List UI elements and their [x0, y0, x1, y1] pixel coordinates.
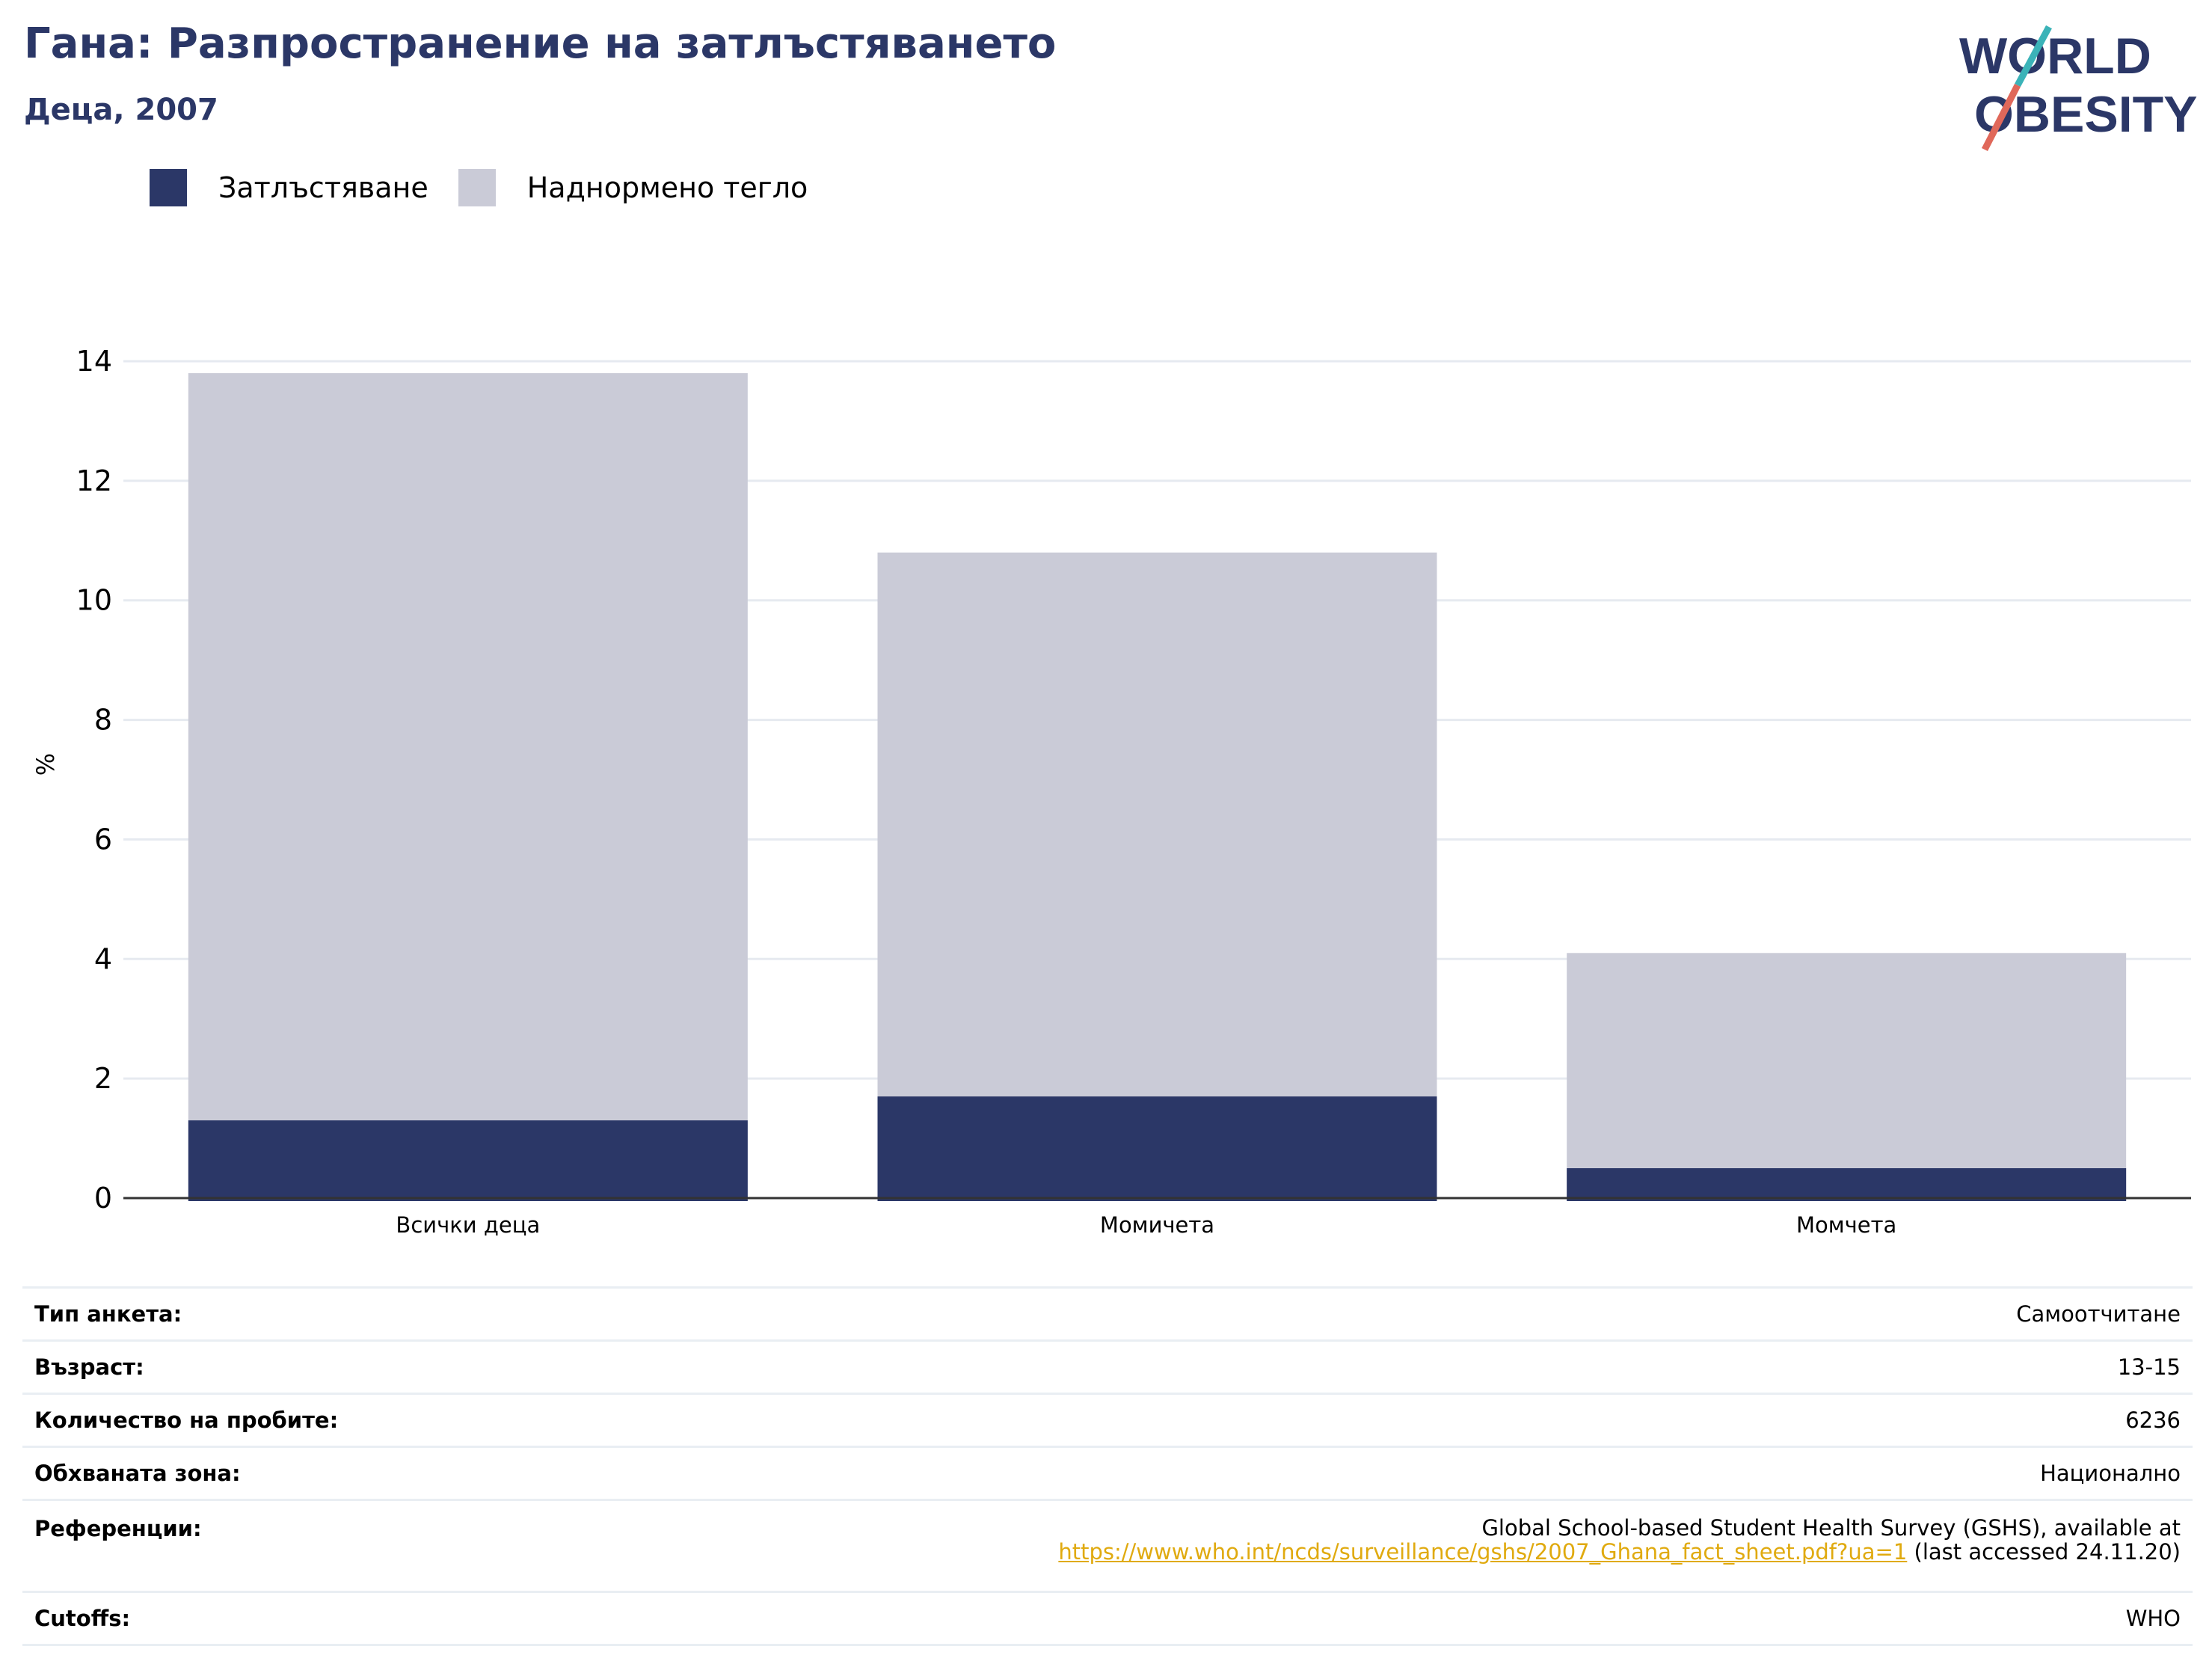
info-value: WHO	[2125, 1606, 2181, 1631]
reference-suffix: (last accessed 24.11.20)	[1907, 1539, 2181, 1565]
legend-swatch-overweight	[458, 169, 496, 206]
legend-label-overweight: Наднормено тегло	[526, 171, 808, 204]
y-tick-label: 8	[94, 704, 112, 737]
y-tick-label: 0	[94, 1182, 112, 1215]
info-label: Възраст:	[34, 1354, 144, 1380]
info-label: Количество на пробите:	[34, 1407, 339, 1433]
world-obesity-logo: WORLD OBESITY	[1959, 25, 2198, 152]
logo-slash-bottom	[1981, 83, 2021, 152]
bar-obesity[interactable]	[188, 1120, 748, 1201]
y-tick-label: 12	[76, 464, 112, 497]
logo-line-1: WORLD	[1959, 28, 2151, 85]
info-value: Global School-based Student Health Surve…	[505, 1500, 2193, 1592]
survey-info-table: Тип анкета: Самоотчитане Възраст: 13-15 …	[22, 1286, 2193, 1646]
legend-item-overweight[interactable]: Наднормено тегло	[458, 169, 808, 206]
page-title: Гана: Разпространение на затлъстяването	[24, 19, 1057, 68]
info-value: 13-15	[2117, 1354, 2181, 1380]
y-axis-ticks: 0 2 4 6 8 10 12 14	[76, 345, 112, 1215]
page-subtitle: Деца, 2007	[24, 93, 218, 127]
bar-chart: 0 2 4 6 8 10 12 14 % Всички деца Момичета Момчета	[31, 345, 2191, 1238]
bar-overweight[interactable]	[1567, 953, 2127, 1201]
info-value: Самоотчитане	[2016, 1301, 2181, 1327]
bars	[188, 372, 2127, 1201]
info-row-age: Възраст: 13-15	[22, 1340, 2193, 1394]
bar-overweight[interactable]	[188, 372, 748, 1201]
bar-overweight[interactable]	[877, 552, 1437, 1201]
legend-swatch-obesity	[150, 169, 187, 206]
info-row-references: Референции: Global School-based Student …	[22, 1499, 2193, 1592]
logo-slash-top	[2015, 25, 2052, 88]
info-row-sample-size: Количество на пробите: 6236	[22, 1393, 2193, 1447]
x-axis-ticks: Всички деца Момичета Момчета	[396, 1212, 1896, 1238]
info-label: Cutoffs:	[34, 1606, 131, 1631]
y-tick-label: 6	[94, 823, 112, 856]
legend-label-obesity: Затлъстяване	[218, 171, 428, 204]
reference-link[interactable]: https://www.who.int/ncds/surveillance/gs…	[1058, 1539, 1908, 1565]
x-tick-label: Момичета	[1100, 1212, 1214, 1238]
info-value: 6236	[2125, 1407, 2181, 1433]
y-tick-label: 4	[94, 942, 112, 975]
info-row-survey-type: Тип анкета: Самоотчитане	[22, 1287, 2193, 1341]
bar-obesity[interactable]	[877, 1096, 1437, 1201]
info-label: Обхваната зона:	[34, 1461, 241, 1486]
reference-text: Global School-based Student Health Surve…	[1481, 1515, 2181, 1541]
y-tick-label: 2	[94, 1062, 112, 1095]
x-tick-label: Всички деца	[396, 1212, 540, 1238]
y-tick-label: 14	[76, 345, 112, 378]
info-row-cutoffs: Cutoffs: WHO	[22, 1591, 2193, 1645]
y-tick-label: 10	[76, 584, 112, 617]
info-label: Тип анкета:	[34, 1301, 182, 1327]
info-row-area: Обхваната зона: Национално	[22, 1446, 2193, 1500]
x-tick-label: Момчета	[1796, 1212, 1896, 1238]
info-label: Референции:	[34, 1516, 202, 1541]
chart-legend: Затлъстяване Наднормено тегло	[150, 169, 838, 206]
bar-obesity[interactable]	[1567, 1168, 2127, 1201]
info-value: Национално	[2040, 1461, 2181, 1486]
y-axis-label: %	[31, 753, 60, 776]
legend-item-obesity[interactable]: Затлъстяване	[150, 169, 428, 206]
